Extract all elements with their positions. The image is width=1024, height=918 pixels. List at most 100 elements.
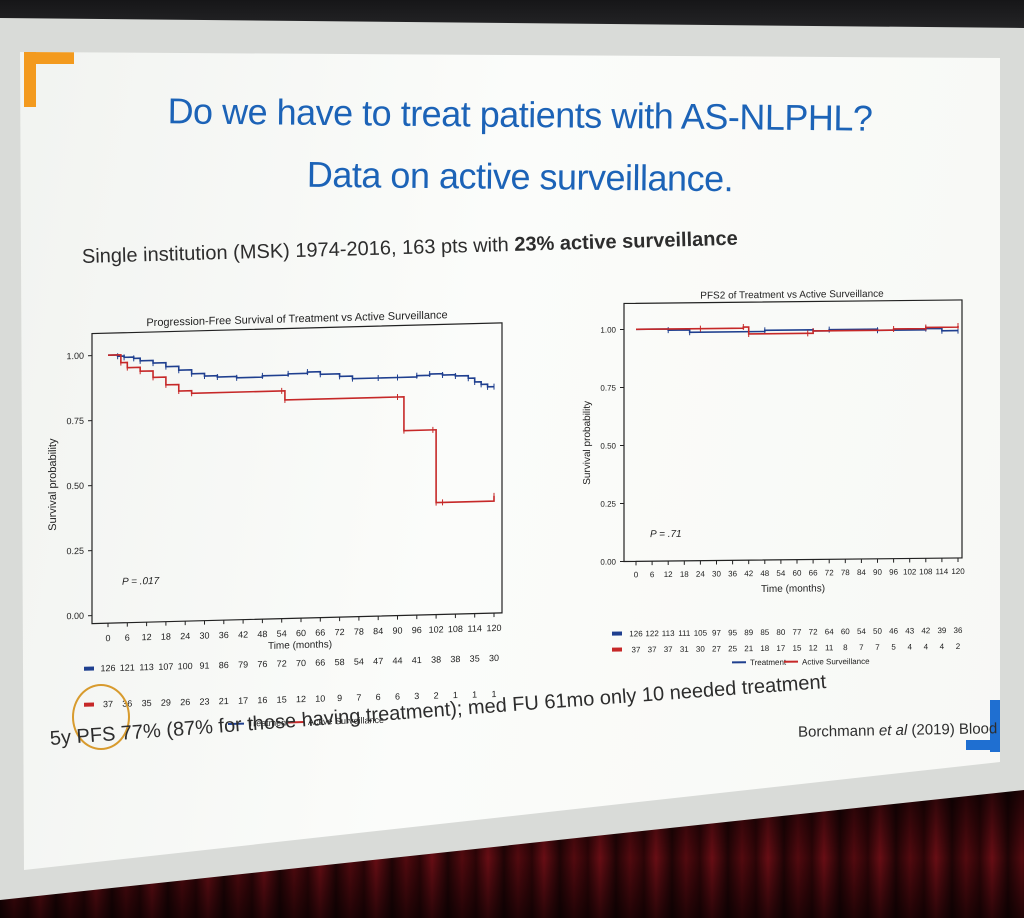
at-risk-count: 77 [793,628,802,637]
x-tick-label: 72 [335,627,345,637]
at-risk-count: 64 [825,627,834,636]
at-risk-count: 72 [277,658,287,668]
at-risk-count: 7 [356,693,361,703]
x-tick-label: 18 [161,632,171,642]
x-tick-label: 102 [429,624,444,634]
at-risk-count: 6 [376,692,381,702]
at-risk-count: 95 [728,628,737,637]
at-risk-count: 23 [199,697,209,707]
citation-author: Borchmann [797,722,880,741]
x-tick-label: 114 [936,567,949,576]
citation: Borchmann et al (2019) Blood [798,720,998,740]
x-tick-label: 6 [125,633,130,643]
x-tick-label: 90 [392,625,402,635]
corner-accent-blue-bottom [966,740,1000,750]
y-tick-label: 0.75 [66,416,84,426]
at-risk-count: 91 [199,661,209,671]
x-tick-label: 42 [238,630,248,640]
x-tick-label: 60 [296,628,306,638]
at-risk-count: 50 [873,627,882,636]
x-tick-label: 48 [257,629,267,639]
at-risk-count: 41 [412,655,422,665]
at-risk-count: 126 [629,629,643,638]
x-tick-label: 84 [373,626,383,636]
citation-etal: et al [878,721,908,740]
at-risk-count: 4 [907,642,912,651]
at-risk-count: 113 [662,629,675,638]
p-value-annotation: P = .017 [122,576,160,588]
legend-as-label: Active Surveillance [802,657,870,667]
at-risk-count: 7 [875,643,880,652]
plot-frame [91,322,503,625]
x-tick-label: 24 [180,631,190,641]
survival-curves [108,353,495,506]
at-risk-swatch [84,666,94,671]
at-risk-count: 80 [776,628,785,637]
x-ticks: 0 6 12 18 24 30 36 42 48 54 60 66 72 78 84 90 96 102 108 11… [105,613,502,643]
x-tick-label: 108 [448,624,463,634]
at-risk-count: 54 [354,656,364,666]
chart-legend: Treatment Active Surveillance [228,715,384,729]
at-risk-count: 37 [648,645,657,654]
at-risk-count: 16 [257,695,267,705]
hand-drawn-circle [72,684,130,750]
x-tick-label: 66 [315,627,325,637]
survival-line-treatment [108,354,494,388]
at-risk-table: 126 121 113 107 100 91 86 79 76 72 70 66 58 54 47 44 41 3… [84,653,499,709]
at-risk-count: 29 [161,698,171,708]
at-risk-count: 3 [414,691,419,701]
x-tick-label: 120 [486,623,501,633]
at-risk-count: 30 [696,645,705,654]
at-risk-count: 35 [142,698,152,708]
at-risk-swatch [612,631,622,636]
at-risk-count: 11 [825,643,834,652]
at-risk-count: 5 [891,643,896,652]
at-risk-count: 76 [257,659,267,669]
legend-treatment-label: Treatment [248,717,289,728]
x-tick-label: 78 [841,568,850,577]
at-risk-count: 31 [680,645,689,654]
x-tick-label: 84 [857,568,866,577]
y-tick-label: 0.25 [600,500,616,509]
at-risk-swatch [612,647,622,652]
x-tick-label: 54 [776,569,785,578]
x-tick-label: 54 [277,628,287,638]
at-risk-table: 126 122 113 111 105 97 95 89 85 80 77 72 64 60 54 50 46 4… [612,626,963,654]
legend-as-label: Active Surveillance [308,715,384,727]
at-risk-count: 60 [841,627,850,636]
at-risk-count: 2 [434,691,439,701]
at-risk-count: 1 [491,689,496,699]
x-tick-label: 0 [634,570,639,579]
at-risk-count: 37 [632,645,641,654]
at-risk-count: 107 [158,661,173,671]
at-risk-count: 44 [392,655,402,665]
at-risk-count: 15 [793,644,802,653]
at-risk-count: 36 [954,626,963,635]
at-risk-count: 18 [760,644,769,653]
p-value-annotation: P = .71 [650,529,682,540]
at-risk-count: 113 [139,662,153,672]
y-tick-label: 1.00 [66,351,84,361]
x-tick-label: 60 [793,569,802,578]
at-risk-count: 8 [843,643,848,652]
at-risk-count: 66 [315,657,325,667]
at-risk-count: 9 [337,693,342,703]
at-risk-count: 35 [470,653,480,663]
x-tick-label: 96 [412,625,422,635]
citation-source: (2019) Blood [907,720,998,739]
at-risk-count: 58 [335,657,345,667]
x-tick-label: 114 [468,623,482,633]
at-risk-count: 39 [937,626,946,635]
at-risk-count: 12 [296,694,306,704]
y-tick-label: 1.00 [600,326,616,335]
plot-frame [623,299,963,563]
y-ticks: 0.00 0.25 0.50 0.75 1.00 [600,326,624,567]
chart-title: PFS2 of Treatment vs Active Surveillance [700,289,884,302]
at-risk-count: 43 [905,626,914,635]
at-risk-count: 38 [431,654,441,664]
at-risk-count: 37 [664,645,673,654]
at-risk-count: 122 [645,629,659,638]
x-tick-label: 36 [728,569,737,578]
